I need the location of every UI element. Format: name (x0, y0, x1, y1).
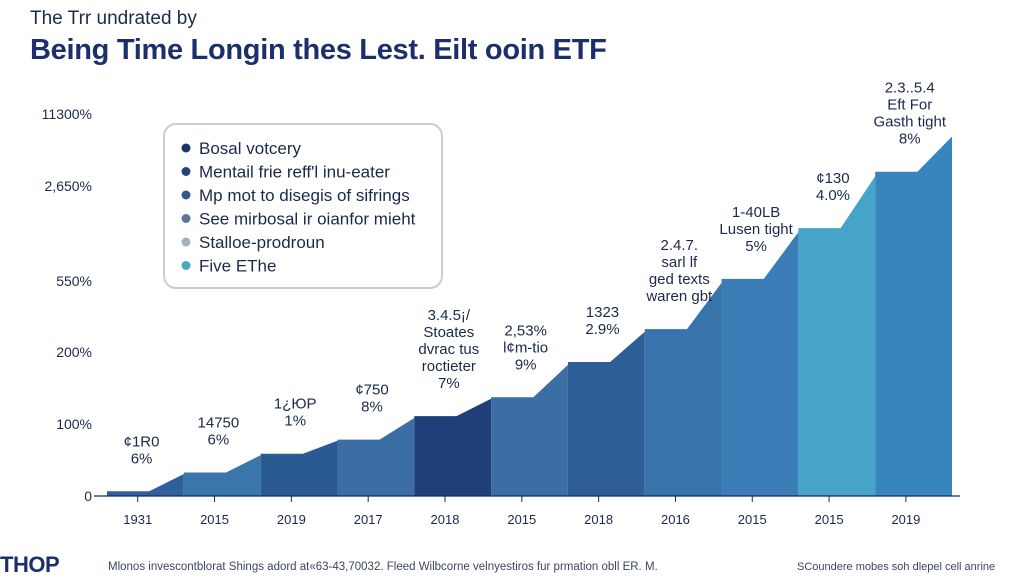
legend-marker (181, 237, 191, 247)
area-band (414, 398, 492, 496)
area-band (107, 474, 184, 496)
y-axis: 0 100% 200% 550% 2,650% 11300% (42, 106, 93, 504)
data-label: 6% (131, 450, 153, 467)
data-label: 7% (438, 375, 460, 392)
data-label: 9% (515, 356, 537, 373)
area-band (183, 455, 261, 496)
x-tick-label: 2018 (584, 512, 613, 527)
data-label: ¢750 (355, 382, 388, 399)
legend-marker (181, 167, 191, 176)
data-label: 1¿ЮP (274, 396, 317, 413)
area-band (721, 232, 799, 496)
footer-note: Mlonos invescontblorat Shings adord at«6… (108, 561, 658, 573)
data-label: Stoates (423, 324, 474, 341)
x-tick-label: 2015 (507, 512, 536, 527)
data-label: 3.4.5¡/ (428, 307, 471, 324)
area-band (491, 364, 568, 496)
area-band (337, 417, 415, 496)
legend-label: Bosal votcery (199, 139, 302, 158)
legend-box (163, 123, 443, 289)
data-label: Eft For (887, 97, 932, 114)
data-label: 1323 (586, 304, 619, 321)
data-label: 1% (284, 413, 306, 430)
legend-marker (181, 214, 191, 223)
area-bands (94, 136, 960, 497)
data-label: 6% (208, 432, 230, 449)
area-band (260, 440, 338, 496)
footer-logo: THOP (0, 552, 60, 577)
data-label: sarl lf (661, 254, 698, 271)
data-label: 2,53% (504, 322, 547, 339)
data-label: ¢130 (816, 170, 849, 187)
x-tick-label: 2015 (200, 512, 229, 527)
data-label: 1-40LB (732, 204, 780, 221)
x-tick-label: 2016 (661, 512, 690, 527)
chart-title: Being Time Longin thes Lest. Eilt ooin E… (30, 34, 607, 66)
y-tick-label: 2,650% (45, 178, 92, 194)
legend-label: Mp mot to disegis of sifrings (199, 186, 410, 205)
legend-marker (181, 143, 191, 153)
x-tick-label: 2018 (431, 512, 460, 527)
data-label: 2.3..5.4 (885, 80, 935, 97)
x-tick-label: 2015 (738, 512, 767, 527)
y-tick-label: 200% (56, 344, 92, 360)
data-label: 14750 (198, 415, 240, 432)
x-tick-label: 2019 (891, 512, 920, 527)
y-tick-label: 550% (56, 273, 92, 289)
legend-label: See mirbosal ir oianfor mieht (199, 210, 416, 229)
y-tick-label: 100% (56, 416, 92, 432)
chart-subtitle: The Trr undrated by (30, 8, 197, 29)
data-label: 8% (899, 131, 921, 148)
area-band (567, 331, 645, 496)
data-label: 2.9% (585, 321, 619, 338)
x-tick-label: 1931 (123, 512, 152, 527)
legend-label: Stalloe-prodroun (199, 233, 325, 252)
legend-label: Five EThe (199, 257, 276, 276)
area-band (875, 136, 952, 496)
legend-marker (181, 261, 191, 270)
data-label: Lusen tight (719, 221, 793, 238)
data-label: dvrac tus (418, 341, 479, 358)
area-band (644, 282, 722, 496)
x-tick-label: 2017 (354, 512, 383, 527)
y-tick-label: 0 (84, 488, 92, 504)
area-chart: 0 100% 200% 550% 2,650% 11300% 1931 2015 2019 20… (42, 80, 960, 527)
data-label: 5% (745, 238, 767, 255)
x-tick-label: 2019 (277, 512, 306, 527)
data-label: l¢m-tio (503, 339, 548, 356)
data-label: 2.4.7. (661, 237, 699, 254)
legend: Bosal votcery Mentail frie reff'l inu-eat… (163, 123, 443, 289)
y-tick-label: 11300% (42, 106, 92, 122)
data-label: Gasth tight (873, 114, 946, 131)
data-label: 8% (361, 399, 383, 416)
data-label: 4.0% (816, 187, 850, 204)
area-band (798, 176, 876, 496)
data-label: ged texts (649, 271, 710, 288)
legend-label: Mentail frie reff'l inu-eater (199, 163, 390, 182)
data-label: waren gbt (645, 288, 713, 305)
x-axis: 1931 2015 2019 2017 2018 2015 2018 2016 2015 2015… (123, 496, 920, 527)
x-tick-label: 2015 (815, 512, 844, 527)
legend-marker (181, 190, 191, 200)
footer-source: SCoundere mobes soh dlepel cell anrine (797, 561, 996, 573)
annotations: ¢1R06%147506%1¿ЮP1%¢7508%3.4.5¡/Stoatesd… (124, 80, 947, 468)
data-label: ¢1R0 (124, 433, 160, 450)
data-label: roctieter (422, 358, 476, 375)
